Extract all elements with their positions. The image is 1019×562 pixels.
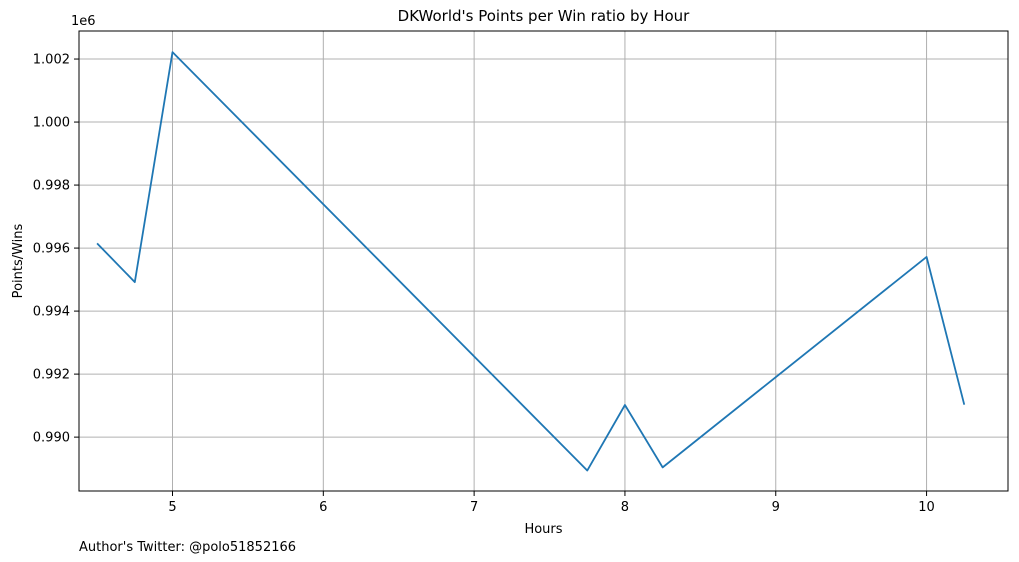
x-tick-label: 9: [772, 500, 780, 515]
y-tick-label: 0.996: [33, 242, 70, 257]
y-tick-label: 1.002: [33, 53, 70, 68]
series-line: [96, 51, 966, 472]
y-axis-offset-label: 1e6: [71, 14, 96, 29]
plot-frame: [78, 30, 1009, 492]
y-tick-label: 0.998: [33, 179, 70, 194]
grid: [79, 31, 1008, 491]
x-axis-label: Hours: [524, 522, 562, 537]
y-tick-label: 0.994: [33, 305, 70, 320]
line-layer: [96, 51, 966, 472]
x-tick-label: 5: [168, 500, 176, 515]
x-tick-label: 7: [470, 500, 478, 515]
y-tick-label: 0.990: [33, 431, 70, 446]
y-axis-label: Points/Wins: [11, 223, 26, 298]
y-axis: 0.990 0.992 0.994 0.996 0.998 1.000 1.002: [33, 53, 79, 446]
x-tick-label: 10: [918, 500, 935, 515]
x-tick-label: 8: [621, 500, 629, 515]
footer-author-twitter: Author's Twitter: @polo51852166: [79, 540, 296, 555]
x-tick-label: 6: [319, 500, 327, 515]
chart-title: DKWorld's Points per Win ratio by Hour: [398, 7, 690, 25]
y-tick-label: 0.992: [33, 368, 70, 383]
y-tick-label: 1.000: [33, 116, 70, 131]
x-axis: 5 6 7 8 9 10: [168, 491, 935, 515]
